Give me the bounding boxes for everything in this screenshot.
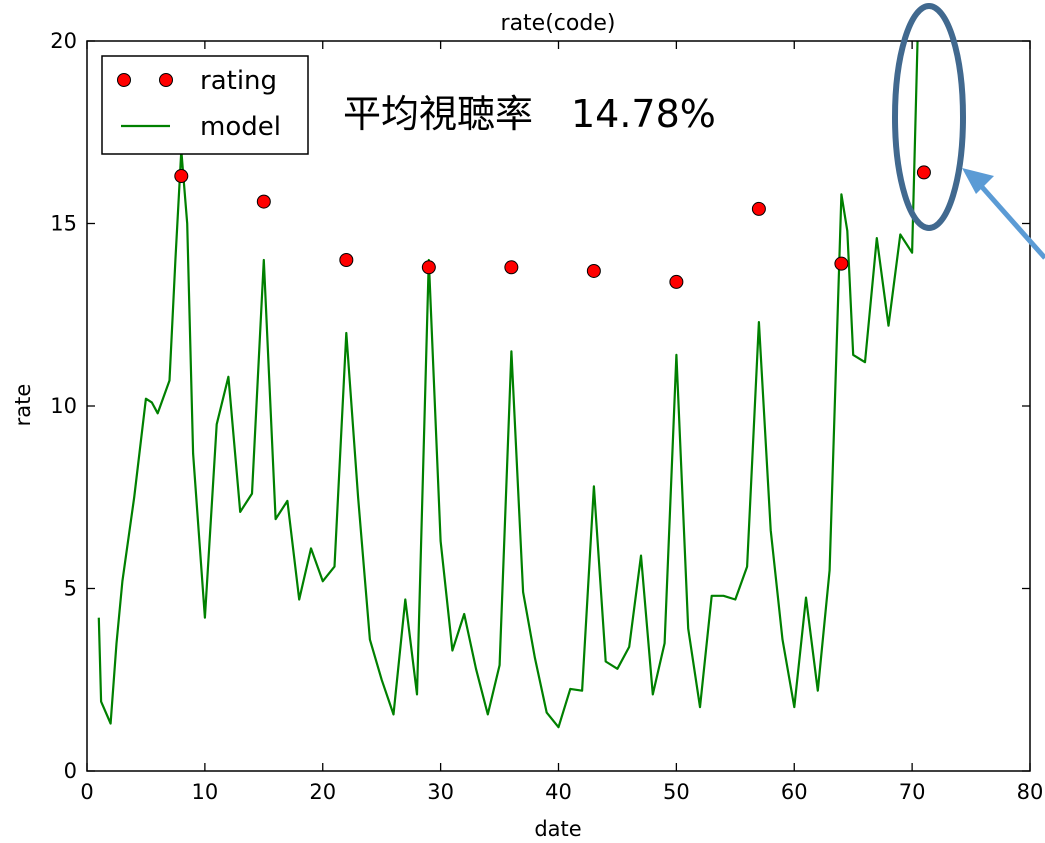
x-tick-label: 50 (663, 780, 690, 804)
legend: rating model (101, 55, 309, 155)
y-tick-label: 15 (50, 212, 77, 236)
y-tick-label: 0 (64, 759, 77, 783)
y-tick-label: 5 (64, 577, 77, 601)
legend-marker-rating (117, 73, 131, 87)
data-point-rating (669, 274, 684, 289)
legend-label-model: model (200, 112, 281, 142)
legend-label-rating: rating (200, 66, 277, 96)
x-tick-label: 40 (545, 780, 572, 804)
x-tick-label: 0 (80, 780, 93, 804)
arrow-shaft (980, 185, 1045, 260)
data-point-rating (504, 260, 519, 275)
y-tick-label: 10 (50, 394, 77, 418)
data-point-rating (339, 253, 354, 267)
data-point-rating (751, 201, 766, 216)
x-axis-label: date (534, 817, 581, 841)
x-tick-label: 80 (1017, 780, 1044, 804)
highlight-ellipse (892, 3, 966, 231)
data-point-rating (256, 194, 271, 209)
x-tick-label: 20 (309, 780, 336, 804)
series-line-model (97, 41, 919, 729)
arrow-head (962, 168, 994, 194)
arrow (962, 168, 1045, 260)
legend-marker-rating (159, 73, 173, 87)
x-tick-label: 10 (192, 780, 219, 804)
data-point-rating (916, 165, 931, 180)
y-tick-label: 20 (50, 29, 77, 53)
data-point-rating (421, 260, 436, 275)
y-axis-label: rate (11, 384, 35, 427)
x-tick-label: 60 (781, 780, 808, 804)
data-point-rating (174, 169, 189, 184)
data-point-rating (834, 256, 849, 271)
x-tick-label: 70 (899, 780, 926, 804)
legend-box (101, 55, 309, 155)
chart-title: rate(code) (501, 11, 616, 36)
data-point-rating (586, 263, 601, 278)
x-tick-label: 30 (427, 780, 454, 804)
plot-layer: 0 10 20 30 40 50 60 70 80 0 5 10 15 20 rating model (50, 29, 1044, 804)
average-rating-annotation: 平均視聴率 14.78% (343, 92, 716, 136)
